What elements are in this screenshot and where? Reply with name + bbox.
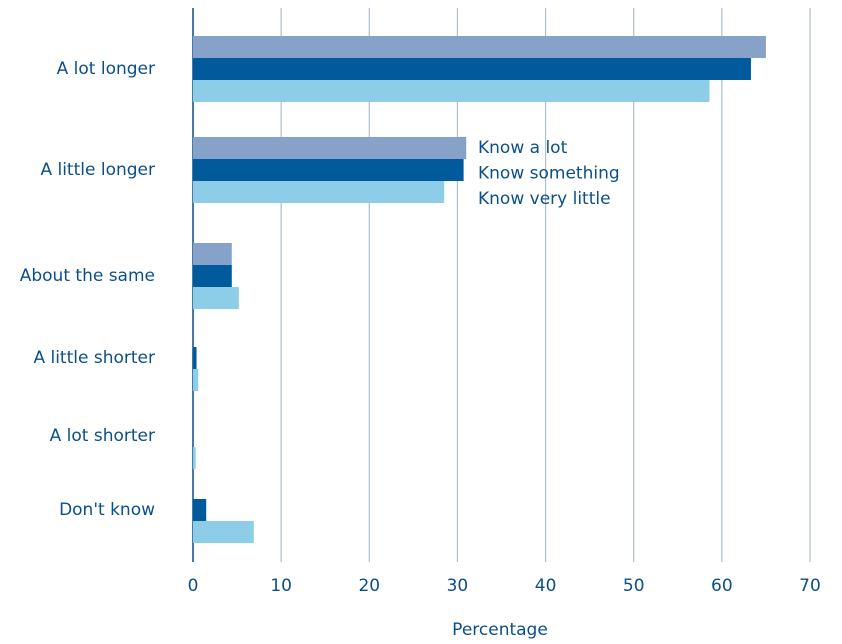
x-tick-label: 0 xyxy=(188,576,199,596)
bar xyxy=(193,347,197,369)
bar xyxy=(193,499,207,521)
bar xyxy=(193,447,196,469)
bar xyxy=(193,369,199,391)
bar xyxy=(193,159,464,181)
y-tick-label: A little shorter xyxy=(33,348,155,368)
bar xyxy=(193,521,254,543)
x-tick-label: 40 xyxy=(535,576,557,596)
x-tick-label: 50 xyxy=(623,576,645,596)
x-tick-label: 70 xyxy=(799,576,821,596)
x-tick-label: 10 xyxy=(270,576,292,596)
y-tick-label: A lot longer xyxy=(57,59,155,79)
bar xyxy=(193,243,232,265)
bar xyxy=(193,80,710,102)
bar xyxy=(193,181,445,203)
x-tick-label: 20 xyxy=(358,576,380,596)
y-tick-label: A lot shorter xyxy=(50,426,155,446)
bar xyxy=(193,36,766,58)
y-tick-label: A little longer xyxy=(40,160,155,180)
y-tick-label: About the same xyxy=(20,266,155,286)
bar xyxy=(193,137,467,159)
legend-label: Know something xyxy=(478,164,620,184)
bar xyxy=(193,265,232,287)
x-tick-label: 60 xyxy=(711,576,733,596)
legend-label: Know very little xyxy=(478,189,611,209)
y-tick-label: Don't know xyxy=(59,500,155,520)
legend-label: Know a lot xyxy=(478,138,568,158)
x-tick-label: 30 xyxy=(447,576,469,596)
bar xyxy=(193,287,239,309)
x-axis-label: Percentage xyxy=(452,620,548,640)
bar xyxy=(193,58,751,80)
